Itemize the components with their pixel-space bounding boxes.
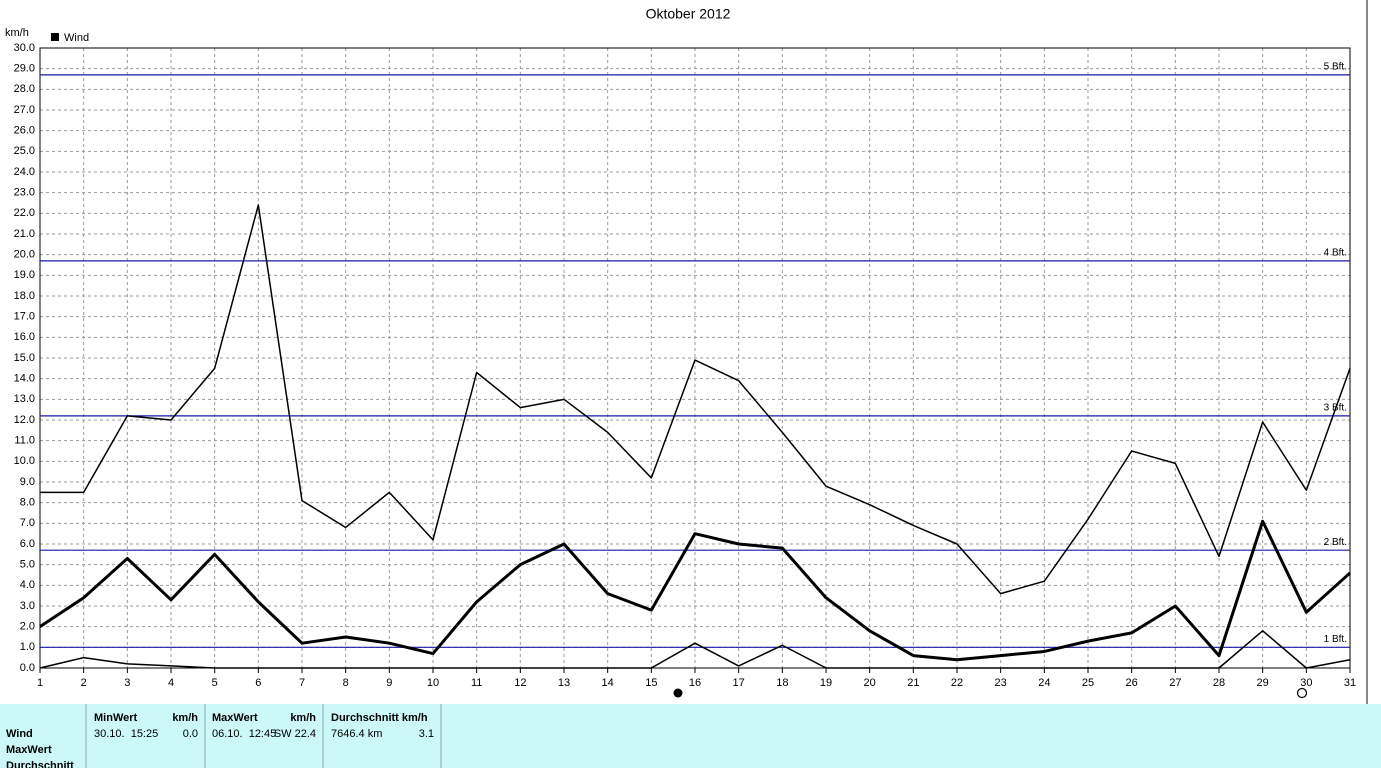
y-tick-label: 11.0 xyxy=(14,435,35,447)
full-moon-icon xyxy=(1296,687,1308,699)
wind-line xyxy=(39,519,1352,662)
row-label: Durchschnitt xyxy=(6,760,74,768)
x-tick-label: 17 xyxy=(733,677,745,689)
y-tick-label: 6.0 xyxy=(20,538,35,550)
plot-frame xyxy=(39,47,1351,669)
y-tick-label: 28.0 xyxy=(14,83,35,95)
x-tick-label: 4 xyxy=(168,677,174,689)
table-header: Durchschnitt km/h xyxy=(331,712,428,724)
x-tick-label: 5 xyxy=(212,677,218,689)
y-tick-label: 0.0 xyxy=(20,662,35,674)
x-tick-label: 11 xyxy=(471,677,482,689)
y-tick-label: 26.0 xyxy=(14,125,35,137)
x-tick-label: 19 xyxy=(820,677,832,689)
x-tick-label: 15 xyxy=(645,677,657,689)
x-tick-label: 16 xyxy=(689,677,701,689)
summary-table-bg xyxy=(0,704,1381,768)
x-tick-label: 29 xyxy=(1257,677,1269,689)
x-tick-label: 2 xyxy=(81,677,87,689)
y-tick-label: 16.0 xyxy=(14,331,35,343)
y-tick-label: 23.0 xyxy=(14,187,35,199)
x-tick-label: 31 xyxy=(1344,677,1356,689)
y-tick-label: 14.0 xyxy=(14,373,35,385)
x-tick-label: 6 xyxy=(255,677,261,689)
beaufort-label: 2 Bft. xyxy=(1324,537,1347,548)
y-tick-label: 4.0 xyxy=(20,579,35,591)
x-tick-label: 26 xyxy=(1126,677,1138,689)
y-tick-label: 20.0 xyxy=(14,249,35,261)
table-header: MaxWert xyxy=(212,712,258,724)
y-tick-label: 17.0 xyxy=(14,311,35,323)
new-moon-icon xyxy=(673,688,683,698)
y-tick-label: 22.0 xyxy=(14,207,35,219)
y-tick-label: 7.0 xyxy=(20,517,35,529)
y-tick-label: 18.0 xyxy=(14,290,35,302)
y-unit: km/h xyxy=(5,27,29,39)
legend-swatch xyxy=(51,33,59,41)
beaufort-label: 4 Bft. xyxy=(1324,248,1347,259)
wind-line xyxy=(40,204,1351,595)
wind-line xyxy=(39,630,1351,669)
y-tick-label: 9.0 xyxy=(20,476,35,488)
x-tick-label: 7 xyxy=(299,677,305,689)
x-tick-label: 22 xyxy=(951,677,963,689)
y-tick-label: 8.0 xyxy=(20,497,35,509)
y-tick-label: 15.0 xyxy=(14,352,35,364)
x-tick-label: 27 xyxy=(1169,677,1181,689)
table-header: km/h xyxy=(290,712,316,724)
y-tick-label: 13.0 xyxy=(14,393,35,405)
y-tick-label: 25.0 xyxy=(14,145,35,157)
x-tick-label: 20 xyxy=(864,677,876,689)
y-tick-label: 5.0 xyxy=(20,559,35,571)
x-tick-label: 21 xyxy=(907,677,919,689)
plot: 0.01.02.03.04.05.06.07.08.09.010.011.012… xyxy=(14,42,1357,689)
y-tick-label: 21.0 xyxy=(14,228,35,240)
x-tick-label: 10 xyxy=(427,677,439,689)
table-cell: 30.10. 15:25 xyxy=(94,728,158,740)
x-tick-label: 25 xyxy=(1082,677,1094,689)
table-cell: 0.0 xyxy=(183,728,198,740)
y-tick-label: 19.0 xyxy=(14,269,35,281)
y-tick-label: 3.0 xyxy=(20,600,35,612)
y-tick-label: 30.0 xyxy=(14,42,35,54)
x-tick-label: 14 xyxy=(602,677,614,689)
y-tick-label: 1.0 xyxy=(20,641,35,653)
y-tick-label: 2.0 xyxy=(20,621,35,633)
x-tick-label: 18 xyxy=(776,677,788,689)
y-tick-label: 24.0 xyxy=(14,166,35,178)
y-tick-label: 27.0 xyxy=(14,104,35,116)
x-tick-label: 8 xyxy=(343,677,349,689)
y-tick-label: 29.0 xyxy=(14,63,35,75)
x-tick-label: 12 xyxy=(514,677,526,689)
table-header: MinWert xyxy=(94,712,138,724)
x-tick-label: 3 xyxy=(124,677,130,689)
x-tick-label: 23 xyxy=(995,677,1007,689)
legend-label: Wind xyxy=(64,32,89,44)
x-tick-label: 9 xyxy=(386,677,392,689)
table-cell: 06.10. 12:45 xyxy=(212,728,276,740)
x-tick-label: 28 xyxy=(1213,677,1225,689)
table-cell: SW 22.4 xyxy=(274,728,316,740)
x-tick-label: 24 xyxy=(1038,677,1050,689)
summary-table: MinWert km/h MaxWert km/h Durchschnitt km/h W… xyxy=(6,704,442,768)
table-cell: 3.1 xyxy=(419,728,434,740)
x-tick-label: 1 xyxy=(37,677,43,689)
table-cell: 7646.4 km xyxy=(331,728,382,740)
y-tick-label: 10.0 xyxy=(14,455,35,467)
table-header: km/h xyxy=(172,712,198,724)
row-label: MaxWert xyxy=(6,744,52,756)
x-tick-label: 13 xyxy=(558,677,570,689)
chart-title: Oktober 2012 xyxy=(646,6,731,22)
beaufort-label: 5 Bft. xyxy=(1324,62,1347,73)
beaufort-label: 1 Bft. xyxy=(1324,634,1347,645)
y-tick-label: 12.0 xyxy=(14,414,35,426)
row-label: Wind xyxy=(6,728,33,740)
x-tick-label: 30 xyxy=(1300,677,1312,689)
